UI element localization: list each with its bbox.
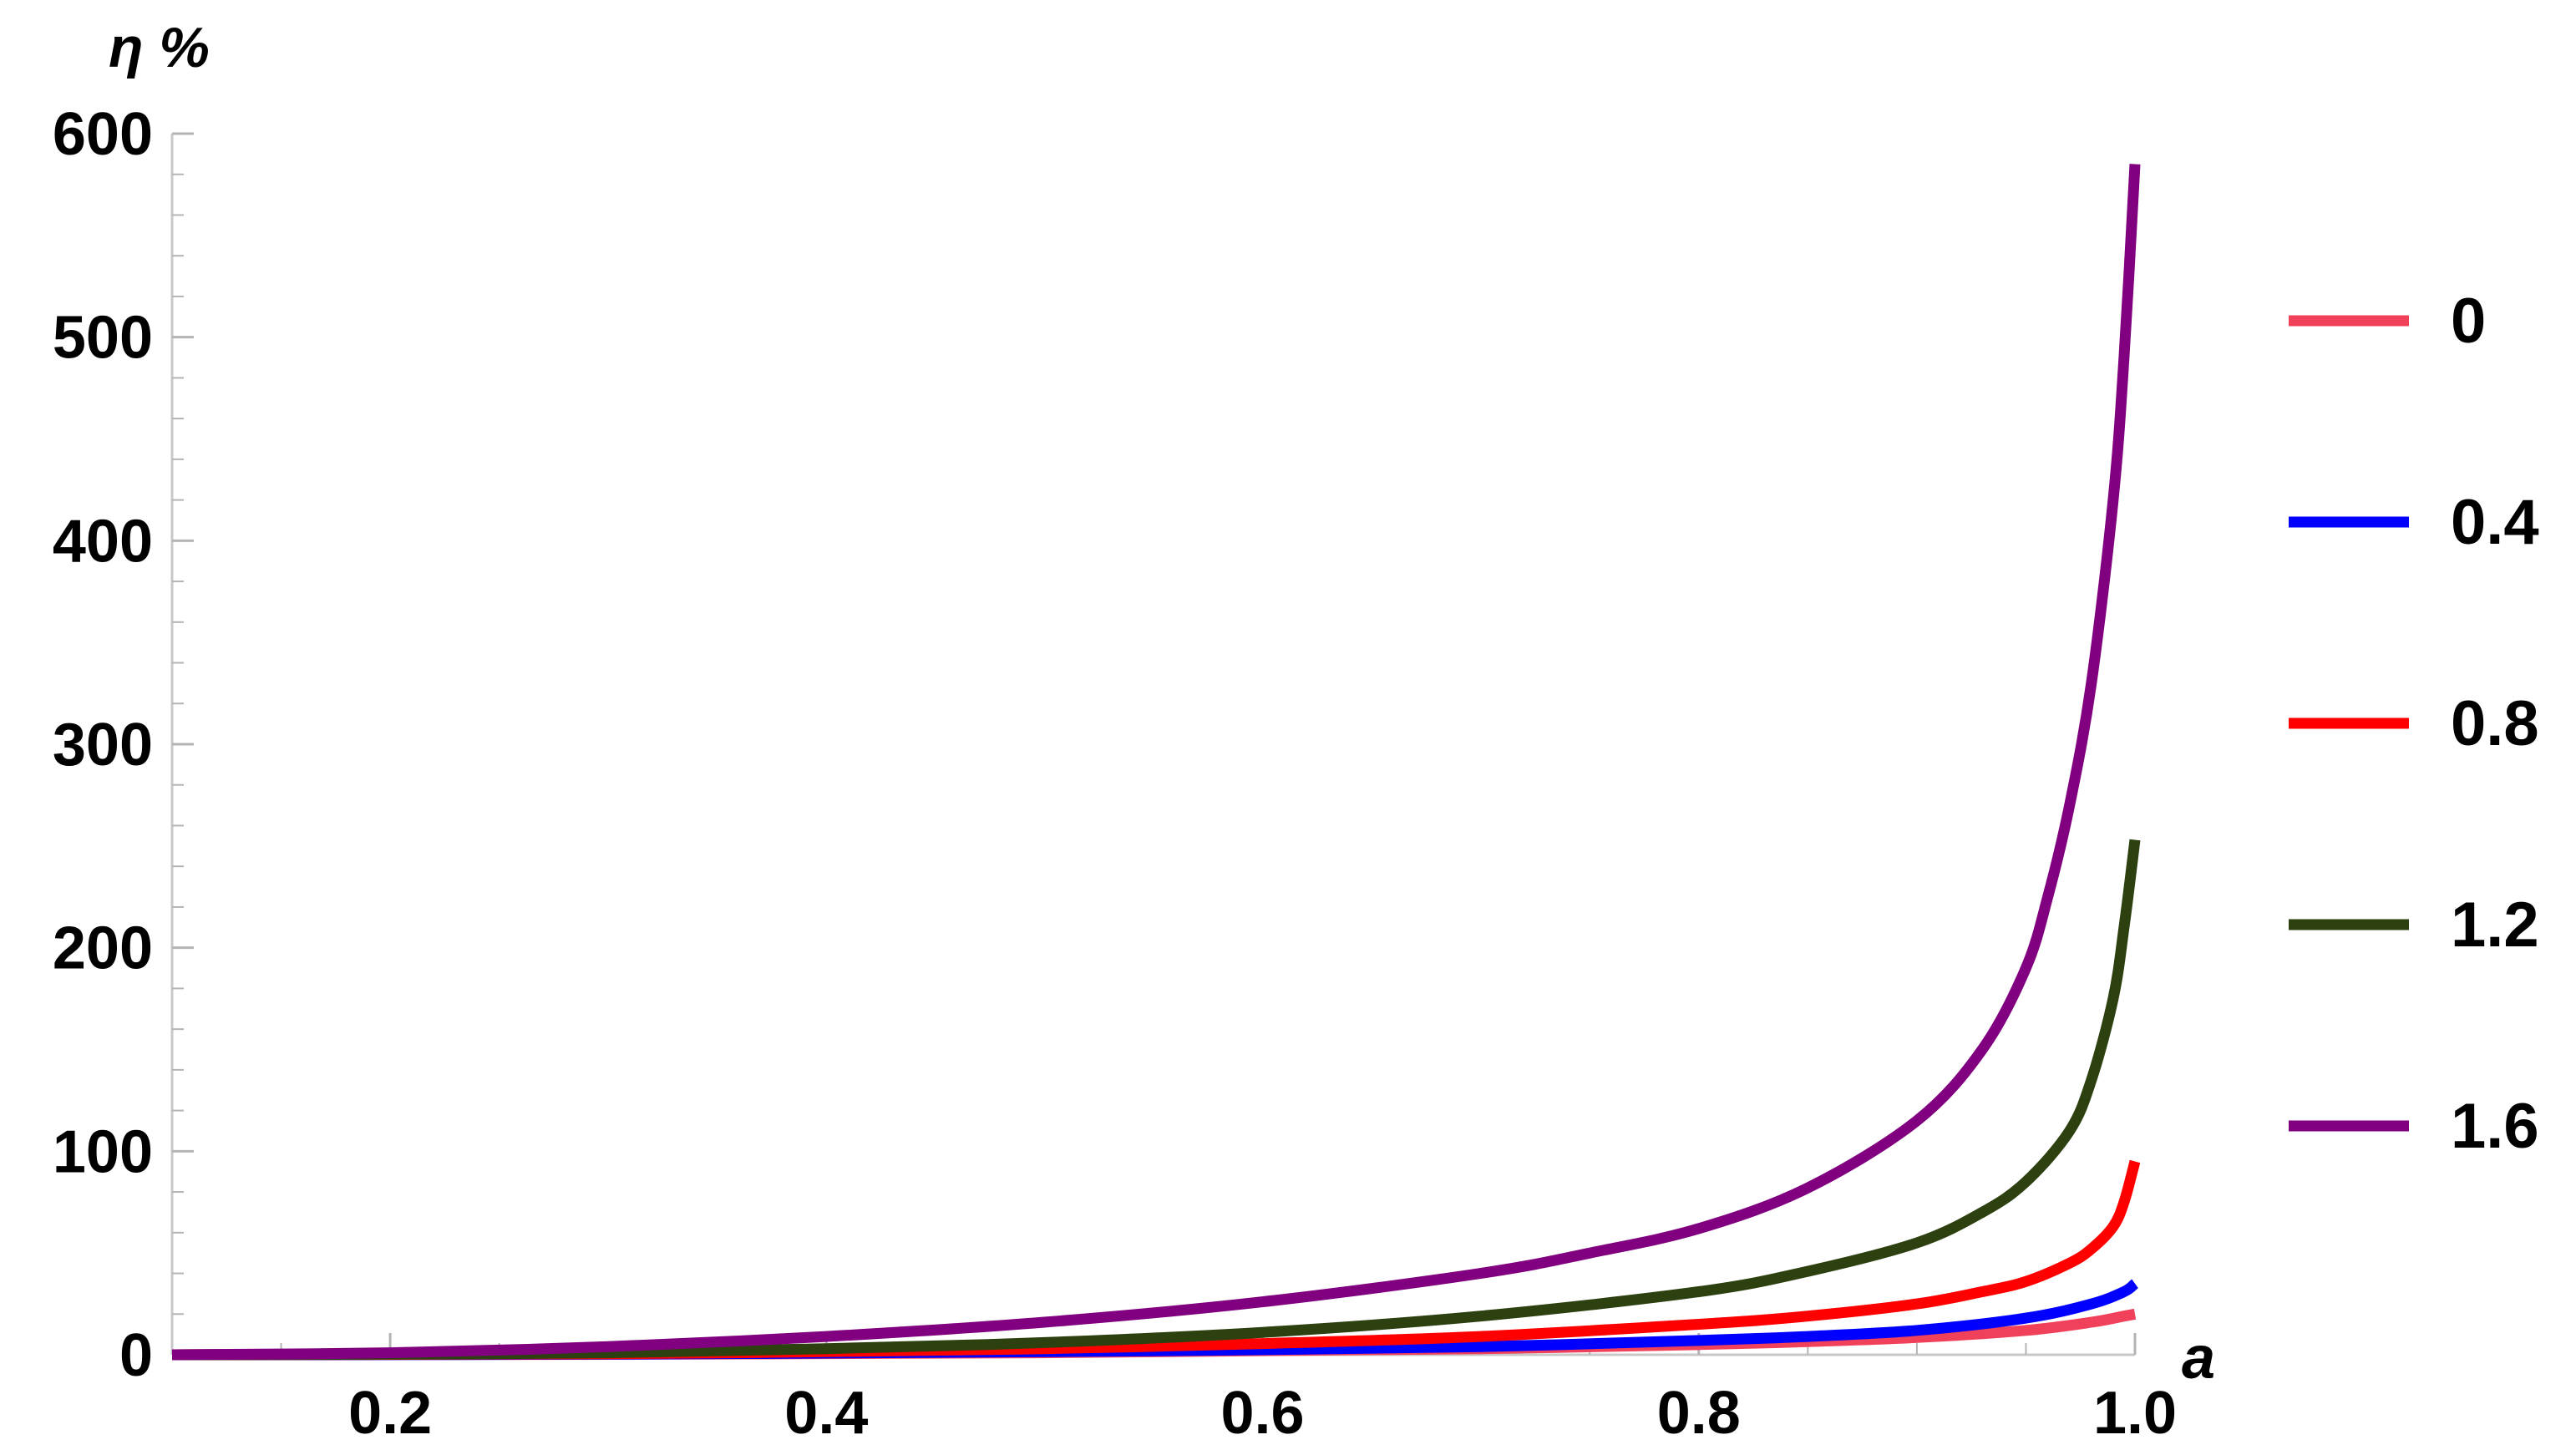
x-tick-label: 0.2 (348, 1380, 432, 1447)
legend-label: 1.2 (2451, 890, 2539, 961)
y-tick-label: 500 (53, 305, 153, 372)
series-lines (171, 164, 2141, 1361)
y-tick-label: 400 (53, 508, 153, 575)
x-axis-title: a (2182, 1325, 2215, 1392)
x-tick-label: 0.6 (1221, 1380, 1305, 1447)
y-tick-label: 200 (53, 915, 153, 982)
legend-label: 0.8 (2451, 688, 2539, 759)
series-line-1-2 (171, 839, 2141, 1361)
legend-label: 0 (2451, 286, 2486, 357)
legend-label: 0.4 (2451, 487, 2539, 558)
x-tick-label: 1.0 (2093, 1380, 2177, 1447)
x-tick-label: 0.8 (1657, 1380, 1741, 1447)
axes: 0 100 200 300 400 500 600 0.2 0.4 0.6 0.8 1.0 (53, 101, 2177, 1447)
legend-label: 1.6 (2451, 1091, 2539, 1162)
y-tick-label: 0 (119, 1322, 153, 1389)
x-tick-label: 0.4 (784, 1380, 868, 1447)
y-tick-label: 100 (53, 1118, 153, 1185)
series-line-0-8 (171, 1159, 2141, 1361)
y-axis-title: η % (109, 16, 210, 79)
legend: 0 0.4 0.8 1.2 1.6 (2289, 286, 2539, 1162)
series-line-1-6 (171, 164, 2141, 1361)
y-tick-label: 300 (53, 712, 153, 778)
y-tick-label: 600 (53, 101, 153, 168)
